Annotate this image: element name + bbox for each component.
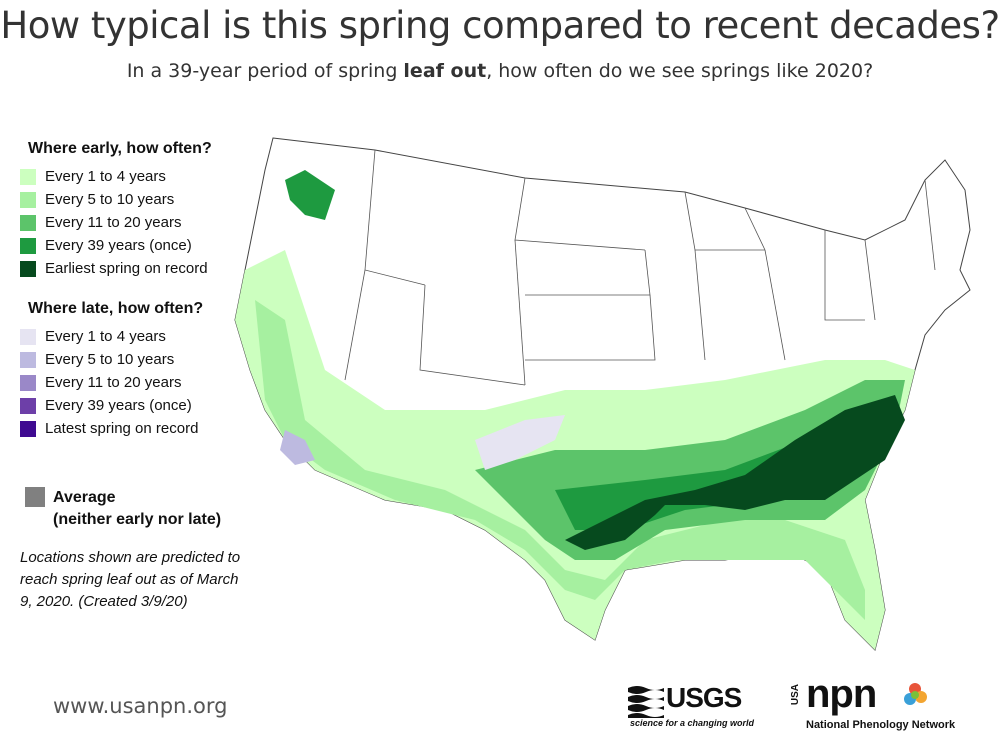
map-note: Locations shown are predicted to reach s… [20,549,241,610]
legend-swatch [20,191,36,208]
legend-early-item: Earliest spring on record [20,257,260,280]
early-39-zone [555,400,895,530]
legend-label: Every 5 to 10 years [45,351,175,368]
subtitle-text-start: In a 39-year period of spring [126,60,404,82]
legend-swatch [20,420,36,437]
npn-flower-icon [904,683,927,705]
legend-label: Every 39 years (once) [45,397,192,414]
website-url[interactable]: www.usanpn.org [53,694,228,718]
legend-label: Every 1 to 4 years [45,328,166,345]
legend-swatch [20,374,36,391]
legend-swatch [20,260,36,277]
legend-swatch [20,168,36,185]
map-subtitle: In a 39-year period of spring leaf out, … [0,60,1000,82]
legend-late-item: Every 1 to 4 years [20,325,260,348]
legend-late-item: Every 11 to 20 years [20,371,260,394]
legend-label: Earliest spring on record [45,260,208,277]
subtitle-text-end: , how often do we see springs like 2020? [486,60,874,82]
average-swatch [25,487,45,507]
leaf-out-zones [235,170,915,650]
npn-name: npn [806,672,877,716]
legend: Where early, how often? Every 1 to 4 yea… [20,140,260,440]
state-borders [344,149,936,386]
map-title: How typical is this spring compared to r… [0,4,1000,47]
legend-late-item: Latest spring on record [20,417,260,440]
legend-late-item: Every 39 years (once) [20,394,260,417]
legend-label: Every 39 years (once) [45,237,192,254]
legend-early-item: Every 39 years (once) [20,234,260,257]
us-map [234,137,971,651]
usgs-logo: USGS science for a changing world [628,682,758,732]
npn-tagline: National Phenology Network [806,719,956,731]
legend-early-item: Every 11 to 20 years [20,211,260,234]
subtitle-bold-term: leaf out [403,60,487,82]
legend-label: Every 1 to 4 years [45,168,166,185]
early-5-10-zone [255,300,865,620]
legend-early-item: Every 1 to 4 years [20,165,260,188]
late-zone [475,415,565,470]
legend-label: Every 11 to 20 years [45,374,182,391]
average-description: (neither early nor late) [53,511,222,528]
average-label: Average [53,489,116,506]
usgs-tagline: science for a changing world [630,718,755,728]
usgs-name: USGS [666,682,742,713]
legend-label: Latest spring on record [45,420,199,437]
early-pnw-zone [285,170,335,220]
legend-swatch [20,397,36,414]
npn-logo: USA npn National Phenology Network [790,672,960,736]
legend-early-item: Every 5 to 10 years [20,188,260,211]
usgs-wave-icon [628,686,664,718]
late-west-zone [280,430,315,465]
legend-swatch [20,351,36,368]
legend-late-item: Every 5 to 10 years [20,348,260,371]
legend-label: Every 5 to 10 years [45,191,175,208]
average-legend: Average (neither early nor late) [53,487,221,531]
legend-label: Every 11 to 20 years [45,214,182,231]
legend-early-heading: Where early, how often? [28,140,212,157]
legend-swatch [20,237,36,254]
legend-late-heading: Where late, how often? [28,300,204,317]
legend-swatch [20,214,36,231]
legend-swatch [20,328,36,345]
earliest-on-record-zone [565,395,905,550]
npn-prefix: USA [790,684,801,706]
